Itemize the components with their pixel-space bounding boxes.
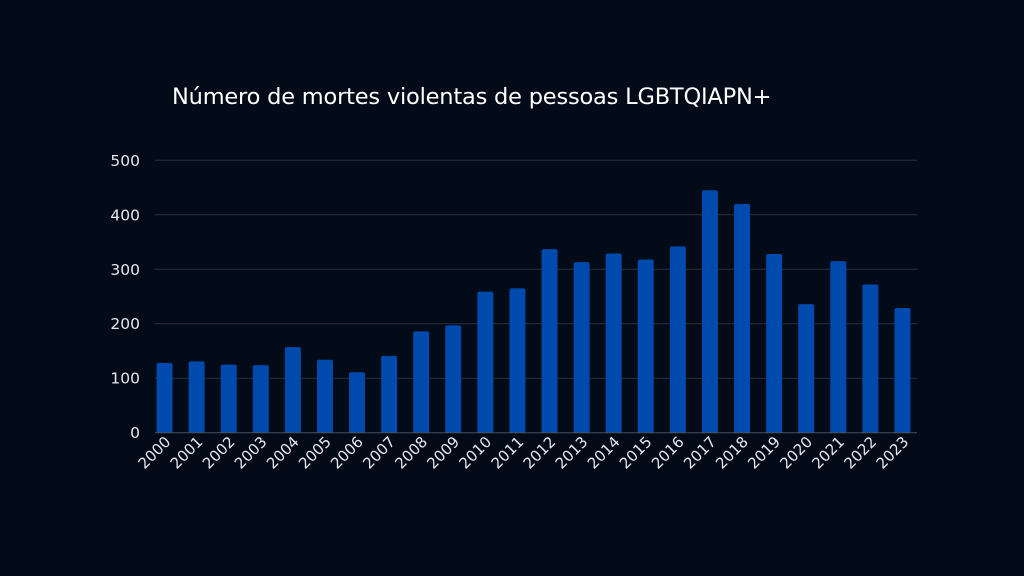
x-tick-label: 2001: [167, 433, 207, 473]
x-tick-label: 2022: [840, 433, 880, 473]
bar-2008: [413, 331, 430, 433]
bar-2017: [701, 190, 718, 433]
x-tick-label: 2011: [488, 433, 528, 473]
x-tick-label: 2019: [744, 433, 784, 473]
x-tick-label: 2007: [359, 433, 399, 473]
x-tick-label: 2021: [808, 433, 848, 473]
y-axis-tick-labels: 0 100 200 300 400 500: [110, 152, 140, 442]
bar-2012: [541, 249, 558, 433]
bar-2011: [509, 288, 526, 433]
x-tick-label: 2010: [455, 433, 495, 473]
bar-2015: [637, 259, 654, 433]
bar-2007: [381, 355, 398, 433]
bar-2000: [156, 362, 173, 433]
x-tick-label: 2002: [199, 433, 239, 473]
x-tick-label: 2013: [552, 433, 592, 473]
bar-2013: [573, 262, 590, 433]
x-tick-label: 2017: [680, 433, 720, 473]
bar-2018: [734, 203, 751, 433]
x-tick-label: 2016: [648, 433, 688, 473]
chart-title: Número de mortes violentas de pessoas LG…: [172, 84, 772, 110]
x-tick-label: 2020: [776, 433, 816, 473]
x-tick-label: 2005: [295, 433, 335, 473]
x-tick-label: 2006: [327, 433, 367, 473]
bars: [156, 190, 911, 433]
bar-2003: [252, 365, 269, 433]
x-tick-label: 2015: [616, 433, 656, 473]
y-tick-label: 500: [110, 152, 140, 170]
x-tick-label: 2003: [231, 433, 271, 473]
x-tick-label: 2004: [263, 433, 303, 473]
x-tick-label: 2018: [712, 433, 752, 473]
gridlines: [155, 159, 917, 379]
bar-2006: [349, 372, 366, 433]
x-tick-label: 2009: [423, 433, 463, 473]
y-tick-label: 0: [130, 424, 140, 442]
y-tick-label: 100: [110, 370, 140, 388]
bar-2010: [477, 291, 494, 433]
bar-2021: [830, 261, 847, 433]
bar-2016: [669, 246, 686, 433]
bar-2009: [445, 325, 462, 433]
x-tick-label: 2008: [391, 433, 431, 473]
bar-2023: [894, 307, 911, 433]
bar-2005: [316, 359, 333, 433]
y-tick-label: 200: [110, 315, 140, 333]
x-axis-tick-labels: 2000200120022003200420052006200720082009…: [135, 433, 913, 473]
x-tick-label: 2023: [873, 433, 913, 473]
x-tick-label: 2014: [584, 433, 624, 473]
bar-2004: [284, 347, 301, 433]
bar-2019: [766, 254, 783, 433]
x-tick-label: 2000: [135, 433, 175, 473]
bar-2022: [862, 284, 879, 433]
y-tick-label: 300: [110, 261, 140, 279]
bar-2002: [220, 364, 237, 433]
x-tick-label: 2012: [520, 433, 560, 473]
bar-2020: [798, 304, 815, 433]
y-tick-label: 400: [110, 206, 140, 224]
bar-2014: [605, 253, 622, 433]
bar-2001: [188, 361, 205, 433]
